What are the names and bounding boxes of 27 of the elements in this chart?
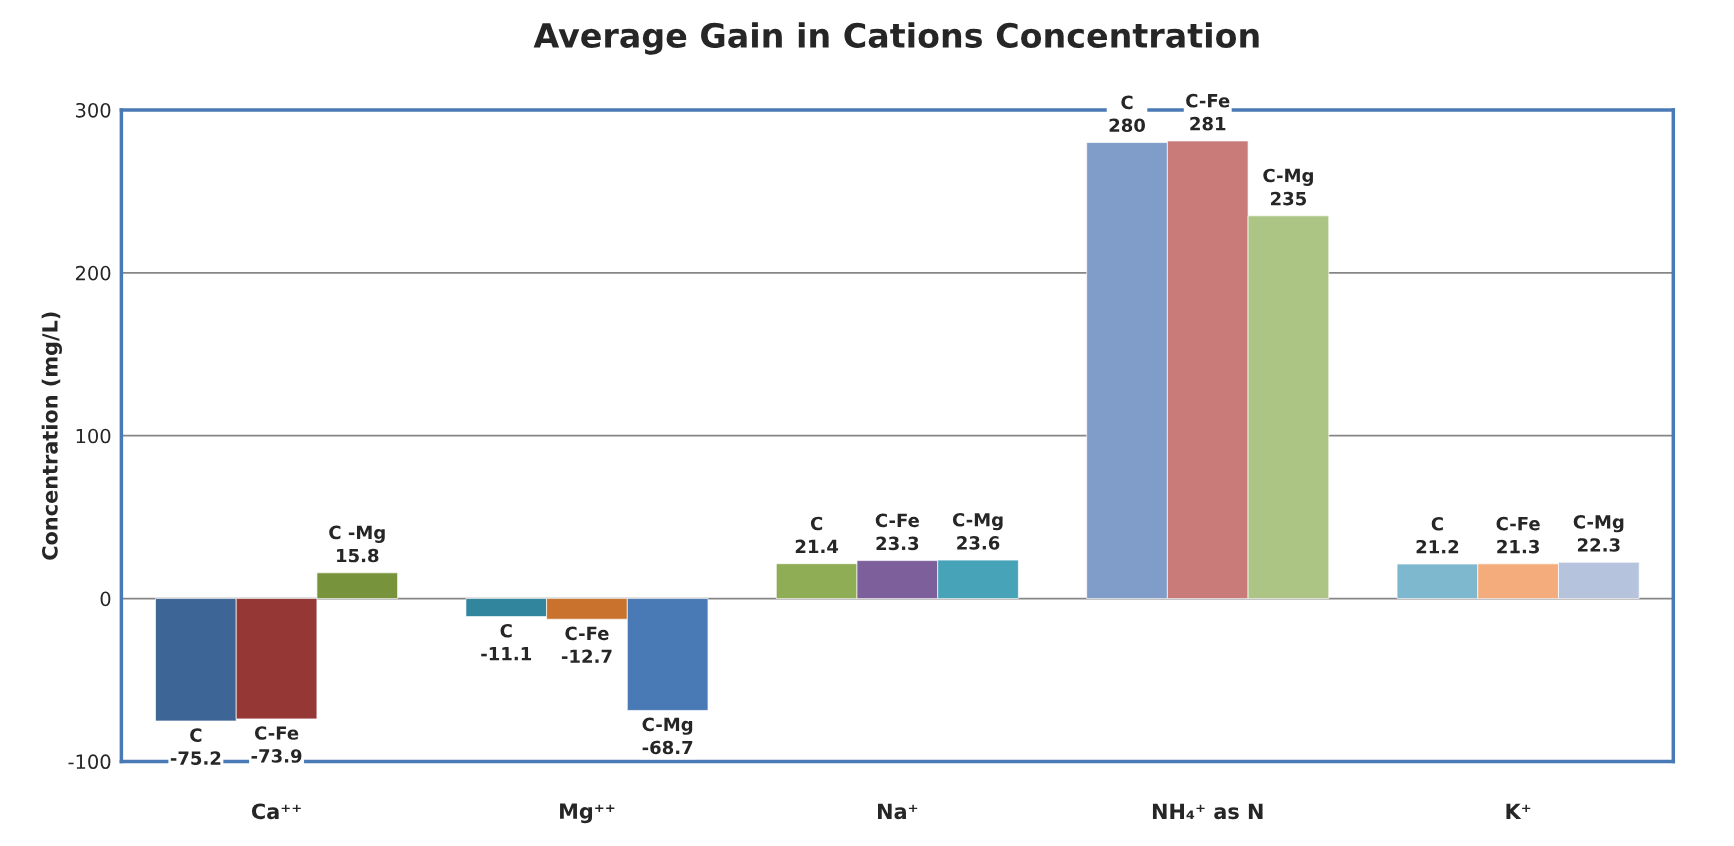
- data-label: C-Fe 23.3: [875, 513, 919, 551]
- data-label: C-Mg 23.6: [952, 512, 1003, 550]
- y-axis-title: Concentration (mg/L): [41, 312, 62, 560]
- y-tick-label: 100: [76, 428, 111, 444]
- x-tick-label: Mg⁺⁺: [560, 803, 615, 824]
- data-label: C 280: [1109, 95, 1146, 133]
- y-tick-label: -100: [68, 754, 111, 770]
- data-label: C 21.2: [1416, 516, 1459, 554]
- data-label: C -11.1: [481, 623, 532, 661]
- data-label: C -Mg 15.8: [329, 525, 385, 563]
- data-label: C-Fe 281: [1186, 93, 1230, 131]
- data-label: C-Mg 22.3: [1573, 515, 1624, 552]
- data-label: C-Fe 21.3: [1496, 516, 1540, 554]
- x-tick-label: K⁺: [1506, 803, 1531, 819]
- y-tick-label: 300: [76, 102, 111, 118]
- x-tick-label: Na⁺: [878, 803, 918, 820]
- data-label: C-Fe -12.7: [561, 626, 612, 663]
- data-label: C-Mg -68.7: [642, 717, 693, 755]
- data-label: C-Mg 235: [1263, 168, 1313, 206]
- x-tick-label: Ca⁺⁺: [251, 803, 301, 820]
- y-tick-label: 0: [100, 591, 111, 607]
- data-label: C -75.2: [170, 728, 221, 765]
- data-label: C-Fe -73.9: [251, 726, 302, 763]
- chart-title: Average Gain in Cations Concentration: [533, 22, 1259, 55]
- x-tick-label: NH₄⁺ as N: [1152, 803, 1263, 820]
- data-label: C 21.4: [795, 516, 839, 553]
- y-tick-label: 200: [75, 265, 111, 281]
